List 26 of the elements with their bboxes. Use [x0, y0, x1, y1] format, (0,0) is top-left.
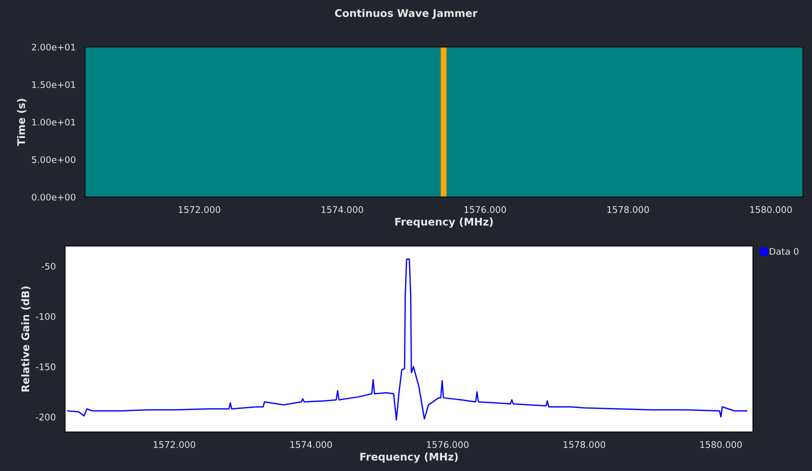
x-axis-title: Frequency (MHz) — [360, 452, 458, 463]
y-axis-title: Relative Gain (dB) — [21, 286, 31, 392]
x-tick-label: 1572.000 — [154, 441, 196, 448]
y-tick-label: 1.50e+01 — [32, 81, 76, 88]
x-tick-label: 1574.000 — [290, 441, 332, 448]
x-tick-label: 1578.000 — [607, 206, 649, 214]
line-series — [67, 258, 748, 421]
y-tick-label: 2.00e+01 — [32, 44, 76, 51]
legend-label: Data 0 — [770, 248, 798, 255]
x-tick-label: 1578.000 — [564, 441, 606, 448]
x-tick-label: 1574.000 — [322, 206, 364, 214]
y-tick-label: -150 — [36, 363, 56, 370]
x-tick-label: 1580.000 — [700, 441, 742, 448]
x-tick-label: 1576.000 — [427, 441, 469, 448]
x-tick-label: 1580.000 — [750, 206, 792, 214]
y-tick-label: -50 — [42, 262, 56, 270]
y-tick-label: -200 — [36, 414, 56, 420]
x-tick-label: 1572.000 — [178, 206, 220, 214]
y-tick-label: 5.00e+00 — [32, 156, 76, 164]
y-tick-label: -100 — [36, 313, 56, 320]
y-tick-label: 0.00e+00 — [32, 194, 76, 201]
x-tick-label: 1576.000 — [464, 206, 506, 214]
y-axis-title: Time (s) — [17, 98, 26, 146]
chart-title: Continuos Wave Jammer — [335, 8, 478, 19]
x-axis-title: Frequency (MHz) — [395, 218, 493, 228]
y-tick-label: 1.00e+01 — [32, 118, 76, 126]
